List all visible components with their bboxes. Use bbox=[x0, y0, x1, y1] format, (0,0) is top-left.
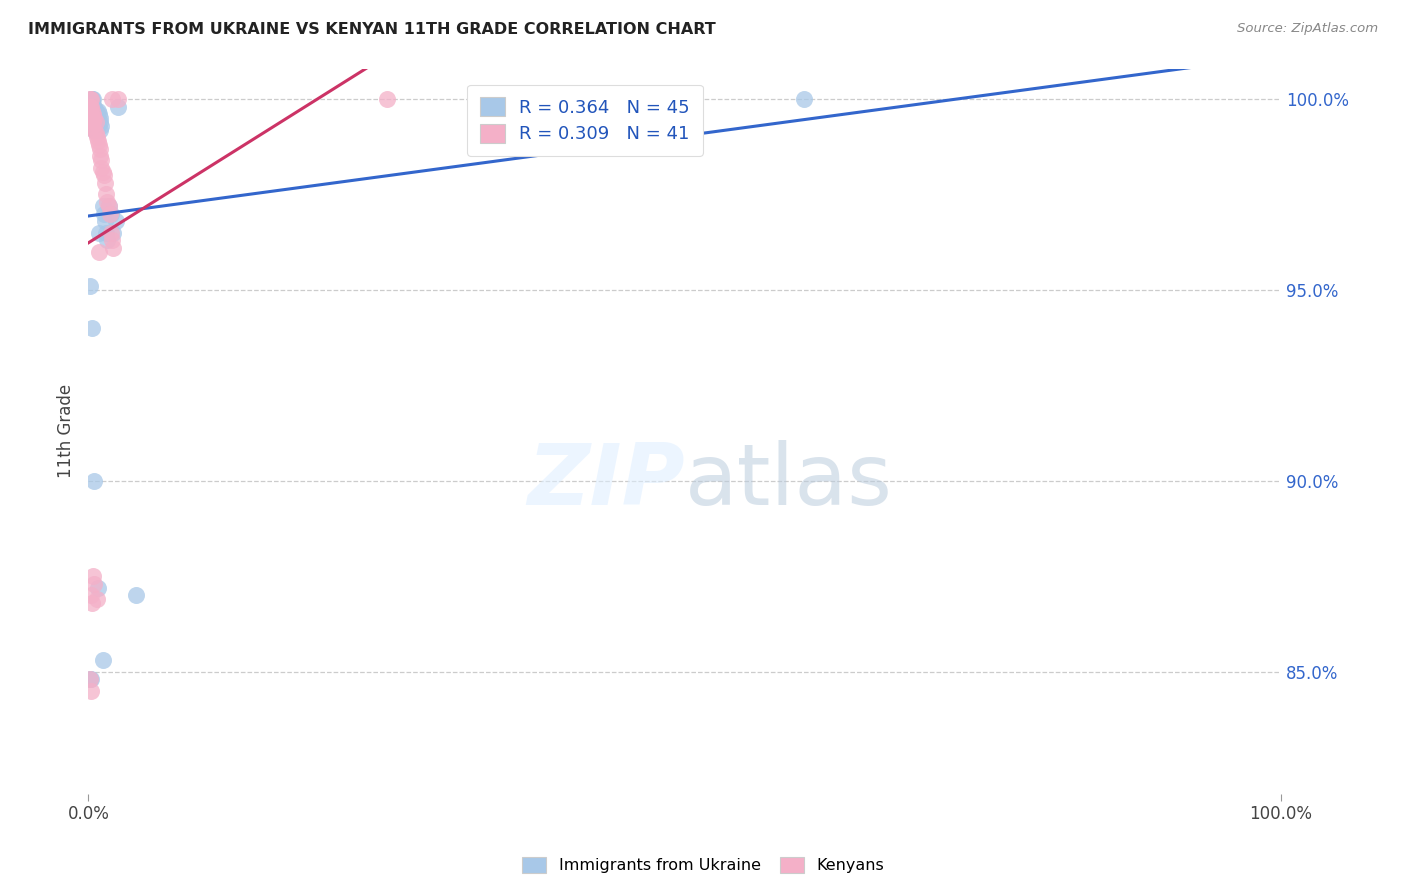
Point bbox=[101, 92, 124, 106]
Point bbox=[94, 176, 117, 190]
Point bbox=[87, 137, 110, 152]
Point bbox=[79, 100, 101, 114]
Point bbox=[80, 321, 103, 335]
Point bbox=[93, 169, 115, 183]
Point bbox=[79, 100, 101, 114]
Point bbox=[87, 107, 110, 121]
Text: atlas: atlas bbox=[685, 441, 893, 524]
Point bbox=[80, 92, 103, 106]
Point bbox=[86, 107, 108, 121]
Point bbox=[107, 100, 129, 114]
Point bbox=[83, 100, 105, 114]
Point bbox=[87, 244, 110, 259]
Point bbox=[84, 127, 107, 141]
Text: Source: ZipAtlas.com: Source: ZipAtlas.com bbox=[1237, 22, 1378, 36]
Point bbox=[89, 111, 111, 125]
Point bbox=[80, 103, 103, 118]
Point bbox=[82, 92, 104, 106]
Point bbox=[89, 122, 111, 136]
Point bbox=[80, 119, 103, 133]
Point bbox=[93, 206, 115, 220]
Point bbox=[86, 592, 108, 607]
Point bbox=[89, 142, 111, 156]
Point bbox=[80, 103, 103, 118]
Point bbox=[100, 226, 122, 240]
Point bbox=[82, 100, 104, 114]
Point bbox=[98, 206, 121, 220]
Point bbox=[87, 134, 110, 148]
Point bbox=[107, 92, 129, 106]
Point bbox=[94, 214, 117, 228]
Text: ZIP: ZIP bbox=[527, 441, 685, 524]
Point bbox=[91, 164, 114, 178]
Point bbox=[79, 672, 101, 686]
Point bbox=[80, 100, 103, 114]
Point bbox=[80, 672, 103, 686]
Point bbox=[80, 596, 103, 610]
Point bbox=[83, 111, 105, 125]
Point bbox=[89, 115, 111, 129]
Point bbox=[80, 92, 103, 106]
Point bbox=[84, 115, 107, 129]
Point bbox=[90, 153, 112, 168]
Point bbox=[375, 92, 398, 106]
Point bbox=[80, 111, 103, 125]
Point bbox=[96, 195, 118, 210]
Point bbox=[87, 119, 110, 133]
Point bbox=[79, 92, 101, 106]
Legend: Immigrants from Ukraine, Kenyans: Immigrants from Ukraine, Kenyans bbox=[516, 850, 890, 880]
Point bbox=[82, 569, 104, 583]
Point bbox=[87, 103, 110, 118]
Point bbox=[83, 122, 105, 136]
Point bbox=[96, 226, 118, 240]
Point bbox=[87, 226, 110, 240]
Y-axis label: 11th Grade: 11th Grade bbox=[58, 384, 75, 478]
Point bbox=[86, 115, 108, 129]
Point bbox=[82, 107, 104, 121]
Point bbox=[83, 115, 105, 129]
Point bbox=[90, 161, 112, 175]
Point bbox=[100, 206, 122, 220]
Point bbox=[89, 149, 111, 163]
Point bbox=[96, 187, 118, 202]
Text: IMMIGRANTS FROM UKRAINE VS KENYAN 11TH GRADE CORRELATION CHART: IMMIGRANTS FROM UKRAINE VS KENYAN 11TH G… bbox=[28, 22, 716, 37]
Point bbox=[79, 672, 101, 686]
Point bbox=[90, 119, 112, 133]
Point bbox=[125, 588, 148, 602]
Point bbox=[101, 233, 124, 247]
Point bbox=[87, 581, 110, 595]
Point bbox=[103, 226, 125, 240]
Point bbox=[80, 95, 103, 110]
Point bbox=[96, 233, 118, 247]
Point bbox=[91, 199, 114, 213]
Point bbox=[84, 103, 107, 118]
Point bbox=[86, 130, 108, 145]
Point bbox=[82, 115, 104, 129]
Point bbox=[91, 653, 114, 667]
Point bbox=[80, 100, 103, 114]
Point bbox=[80, 95, 103, 110]
Point bbox=[79, 107, 101, 121]
Point bbox=[83, 122, 105, 136]
Point bbox=[80, 588, 103, 602]
Point bbox=[80, 683, 103, 698]
Point bbox=[793, 92, 815, 106]
Point bbox=[103, 241, 125, 255]
Point bbox=[80, 92, 103, 106]
Point bbox=[97, 199, 120, 213]
Legend: R = 0.364   N = 45, R = 0.309   N = 41: R = 0.364 N = 45, R = 0.309 N = 41 bbox=[467, 85, 703, 156]
Point bbox=[82, 107, 104, 121]
Point bbox=[84, 119, 107, 133]
Point bbox=[79, 279, 101, 293]
Point bbox=[104, 214, 127, 228]
Point bbox=[97, 199, 120, 213]
Point bbox=[83, 474, 105, 488]
Point bbox=[83, 576, 105, 591]
